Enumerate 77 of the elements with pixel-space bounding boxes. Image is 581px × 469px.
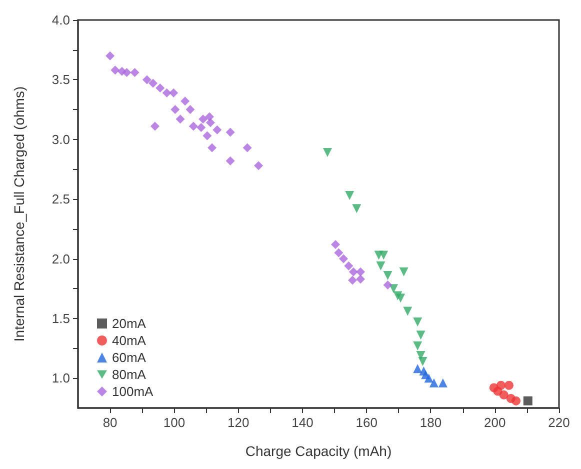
- point: [130, 68, 140, 78]
- point: [208, 143, 217, 152]
- y-tick-label: 4.0: [52, 12, 70, 28]
- y-tick-label: 3.5: [52, 72, 70, 88]
- point: [413, 364, 422, 374]
- point: [196, 122, 206, 132]
- y-tick-label: 1.0: [52, 370, 70, 386]
- point: [148, 78, 158, 88]
- point: [156, 84, 165, 93]
- point: [429, 378, 438, 388]
- x-tick-label: 140: [292, 415, 314, 430]
- point: [493, 386, 502, 396]
- point: [226, 156, 235, 166]
- point: [110, 66, 120, 75]
- point: [356, 267, 366, 276]
- point: [180, 96, 190, 106]
- x-tick-label: 200: [484, 415, 506, 430]
- x-tick-label: 120: [227, 415, 250, 430]
- x-tick-label: 160: [356, 415, 378, 430]
- point: [322, 148, 332, 158]
- point: [399, 267, 408, 276]
- point: [403, 306, 412, 316]
- point: [383, 270, 392, 280]
- legend-label: 40mA: [112, 333, 146, 348]
- y-tick-label: 1.5: [52, 310, 70, 326]
- legend-label: 60mA: [112, 350, 146, 365]
- point: [383, 280, 392, 290]
- point: [142, 75, 152, 84]
- point: [122, 68, 132, 78]
- point: [254, 161, 264, 170]
- point: [352, 204, 362, 214]
- point: [421, 370, 430, 380]
- x-tick-label: 180: [420, 415, 442, 430]
- point: [188, 122, 198, 131]
- y-tick-label: 3.0: [52, 132, 70, 147]
- legend-label: 20mA: [112, 316, 146, 331]
- point: [176, 114, 185, 124]
- point: [204, 112, 214, 122]
- point: [512, 396, 521, 406]
- point: [150, 122, 160, 131]
- legend-label: 80mA: [112, 367, 146, 382]
- y-axis-title: Internal Resistance_Full Charged (ohms): [11, 86, 27, 342]
- point: [416, 330, 426, 340]
- point: [504, 380, 514, 390]
- point: [523, 396, 532, 406]
- x-tick-label: 80: [102, 415, 118, 430]
- point: [162, 88, 172, 98]
- point: [348, 267, 358, 276]
- point: [418, 356, 428, 366]
- point: [334, 248, 344, 258]
- point: [376, 261, 386, 270]
- point: [212, 125, 222, 134]
- x-axis-title: Charge Capacity (mAh): [245, 443, 392, 459]
- x-tick-label: 220: [548, 415, 570, 430]
- point: [169, 88, 178, 98]
- point: [413, 341, 422, 350]
- x-tick-label: 100: [163, 415, 186, 430]
- point: [344, 261, 354, 270]
- point: [348, 276, 357, 285]
- point: [379, 250, 388, 260]
- point: [330, 240, 340, 249]
- point: [345, 190, 354, 200]
- point: [198, 114, 208, 124]
- point: [106, 51, 115, 60]
- point: [202, 131, 212, 140]
- point: [413, 318, 422, 327]
- legend-label: 100mA: [112, 384, 154, 399]
- point: [186, 105, 195, 114]
- y-tick-label: 2.0: [52, 251, 70, 266]
- point: [339, 254, 348, 264]
- point: [356, 274, 366, 284]
- point: [393, 291, 402, 300]
- point: [226, 128, 235, 137]
- point: [438, 378, 448, 388]
- point: [170, 105, 180, 114]
- point: [242, 143, 252, 152]
- y-tick-label: 2.5: [52, 192, 70, 207]
